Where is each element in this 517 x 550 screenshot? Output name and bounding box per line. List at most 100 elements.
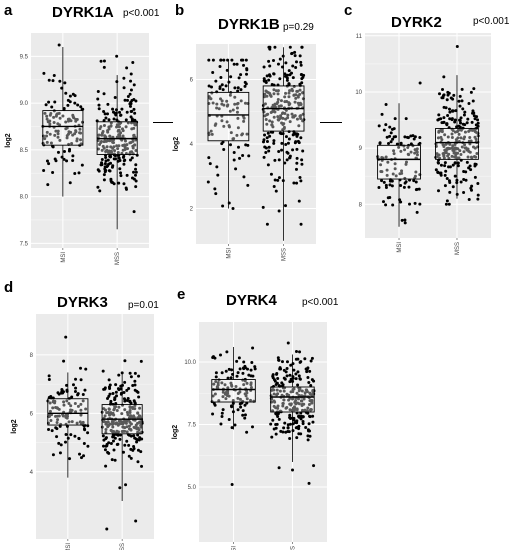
y-tick-label: 10.0 bbox=[184, 360, 196, 366]
data-point bbox=[117, 373, 121, 377]
data-point bbox=[132, 434, 136, 438]
data-point bbox=[306, 406, 310, 410]
data-point bbox=[451, 144, 455, 148]
data-point bbox=[102, 65, 106, 69]
data-point bbox=[414, 180, 418, 184]
data-point bbox=[230, 404, 234, 408]
data-point bbox=[127, 387, 131, 391]
data-point bbox=[414, 170, 418, 174]
y-tick-label: 11 bbox=[356, 34, 363, 40]
data-point bbox=[389, 140, 393, 144]
data-point bbox=[125, 425, 129, 429]
data-point bbox=[251, 374, 255, 378]
data-point bbox=[113, 436, 117, 440]
data-point bbox=[440, 87, 444, 91]
data-point bbox=[132, 399, 136, 403]
data-point bbox=[79, 138, 83, 142]
data-point bbox=[301, 91, 305, 95]
data-point bbox=[220, 381, 224, 385]
data-point bbox=[70, 395, 74, 399]
data-point bbox=[118, 167, 122, 171]
data-point bbox=[451, 163, 455, 167]
data-point bbox=[249, 381, 253, 385]
data-point bbox=[268, 64, 272, 68]
data-point bbox=[48, 122, 52, 126]
data-point bbox=[292, 405, 296, 409]
data-point bbox=[231, 398, 235, 402]
data-point bbox=[445, 98, 449, 102]
data-point bbox=[136, 460, 140, 464]
data-point bbox=[232, 137, 236, 141]
data-point bbox=[290, 408, 294, 412]
data-point bbox=[104, 139, 108, 143]
data-point bbox=[211, 58, 215, 62]
data-point bbox=[78, 452, 82, 456]
y-tick-label: 9.5 bbox=[20, 54, 29, 60]
data-point bbox=[304, 426, 308, 430]
data-point bbox=[106, 102, 110, 106]
data-point bbox=[130, 156, 134, 160]
data-point bbox=[47, 378, 51, 382]
data-point bbox=[281, 401, 285, 405]
data-point bbox=[247, 154, 251, 158]
data-point bbox=[134, 99, 138, 103]
data-point bbox=[458, 104, 462, 108]
data-point bbox=[406, 145, 410, 149]
data-point bbox=[268, 74, 272, 78]
data-point bbox=[265, 140, 269, 144]
data-point bbox=[220, 99, 224, 103]
data-point bbox=[129, 158, 133, 162]
data-point bbox=[117, 405, 121, 409]
data-point bbox=[108, 139, 112, 143]
data-point bbox=[280, 112, 284, 116]
data-point bbox=[271, 103, 275, 107]
data-point bbox=[134, 437, 138, 441]
data-point bbox=[472, 114, 476, 118]
data-point bbox=[58, 424, 62, 428]
data-point bbox=[48, 409, 52, 413]
data-point bbox=[246, 183, 250, 187]
data-point bbox=[120, 138, 124, 142]
data-point bbox=[272, 88, 276, 92]
data-point bbox=[115, 123, 119, 127]
data-point bbox=[132, 107, 136, 111]
data-point bbox=[113, 398, 117, 402]
data-point bbox=[277, 149, 281, 153]
data-point bbox=[290, 112, 294, 116]
data-point bbox=[52, 115, 56, 119]
data-point bbox=[457, 124, 461, 128]
data-point bbox=[391, 172, 395, 176]
data-point bbox=[96, 185, 100, 189]
data-point bbox=[287, 69, 291, 73]
data-point bbox=[104, 428, 108, 432]
data-point bbox=[384, 155, 388, 159]
data-point bbox=[207, 58, 211, 62]
data-point bbox=[244, 143, 248, 147]
data-point bbox=[101, 369, 105, 373]
data-point bbox=[442, 120, 446, 124]
data-point bbox=[267, 145, 271, 149]
data-point bbox=[48, 113, 52, 117]
data-point bbox=[118, 486, 122, 490]
data-point bbox=[264, 117, 268, 121]
data-point bbox=[382, 180, 386, 184]
data-point bbox=[64, 335, 68, 339]
data-point bbox=[398, 172, 402, 176]
data-point bbox=[283, 204, 287, 208]
data-point bbox=[220, 142, 224, 146]
data-point bbox=[231, 207, 235, 211]
data-point bbox=[378, 141, 382, 145]
data-point bbox=[125, 66, 129, 70]
data-point bbox=[231, 108, 235, 112]
data-point bbox=[444, 106, 448, 110]
data-point bbox=[273, 45, 277, 49]
data-point bbox=[476, 124, 480, 128]
data-point bbox=[124, 125, 128, 129]
data-point bbox=[125, 147, 129, 151]
data-point bbox=[63, 440, 67, 444]
data-point bbox=[224, 369, 228, 373]
data-point bbox=[50, 105, 54, 109]
data-point bbox=[290, 87, 294, 91]
data-point bbox=[103, 448, 107, 452]
data-point bbox=[301, 119, 305, 123]
